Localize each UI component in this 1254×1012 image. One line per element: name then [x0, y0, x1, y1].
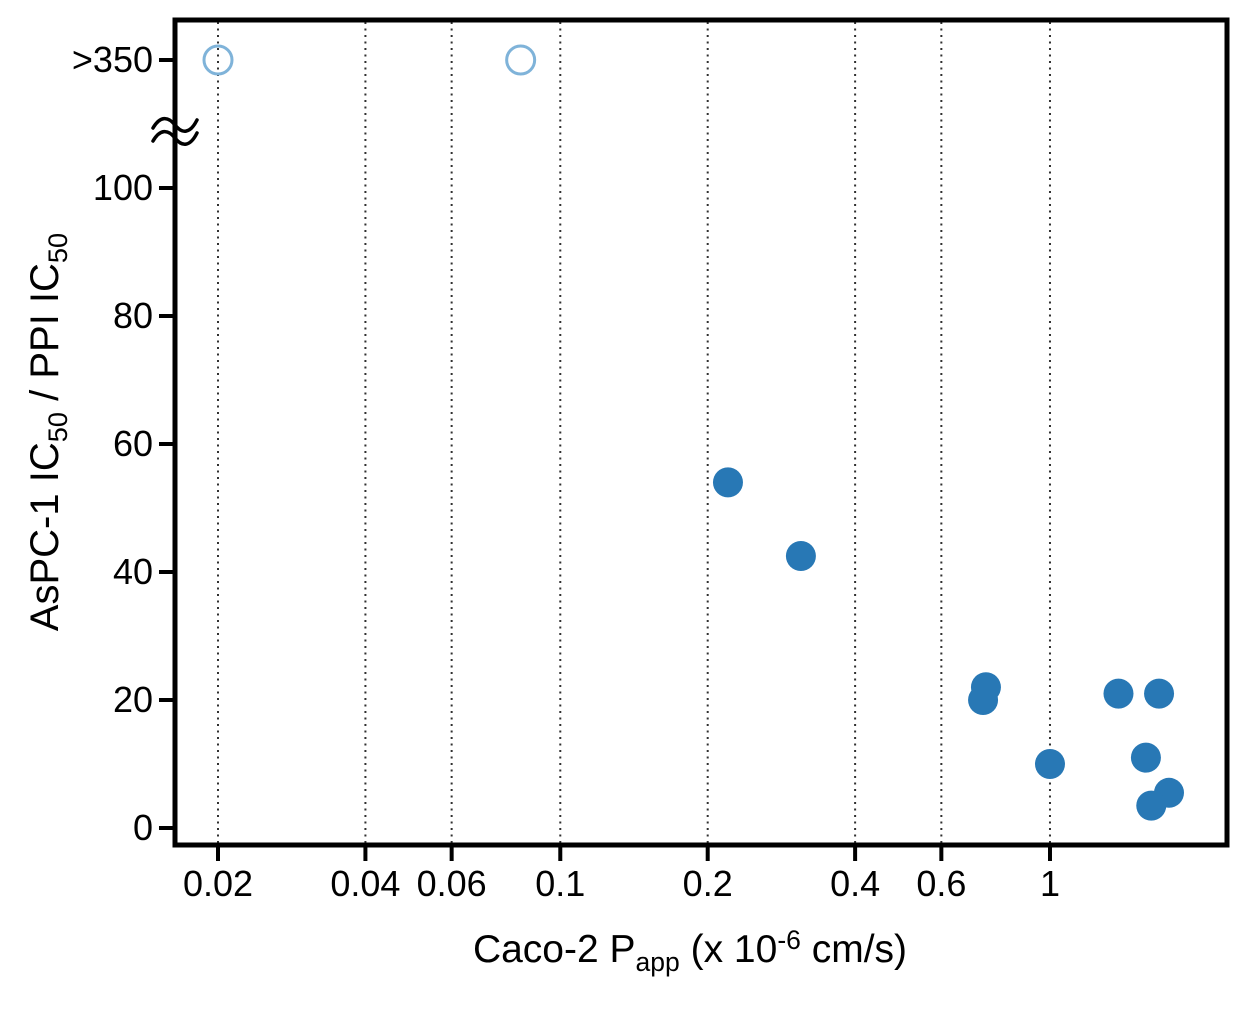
x-tick-label-0.6: 0.6: [916, 863, 966, 904]
y-tick-label-gt350: >350: [72, 39, 153, 80]
y-tick-label-100: 100: [93, 167, 153, 208]
data-point-filled: [785, 541, 816, 571]
x-axis-title-part: cm/s): [801, 928, 907, 971]
y-axis-break-icon-2: [151, 129, 199, 146]
data-point-filled: [1130, 742, 1161, 773]
data-point-filled: [1034, 749, 1065, 779]
data-point-filled: [970, 672, 1001, 703]
y-axis-title-part: 50: [42, 233, 73, 263]
data-point-open: [202, 44, 234, 76]
y-axis-title-part: / PPI IC: [23, 263, 67, 412]
x-tick-label-0.06: 0.06: [417, 863, 487, 904]
y-axis-title-part: 50: [42, 412, 73, 442]
x-axis-title-part: (x 10: [680, 928, 778, 971]
y-axis-title: AsPC-1 IC50 / PPI IC50: [23, 233, 73, 631]
y-tick-label-0: 0: [133, 807, 153, 848]
y-tick-label-20: 20: [113, 679, 153, 720]
x-tick-label-0.1: 0.1: [535, 863, 585, 904]
data-point-filled: [712, 467, 743, 498]
x-axis-title: Caco-2 Papp (x 10-6 cm/s): [473, 925, 907, 977]
y-tick-label-40: 40: [113, 551, 153, 592]
y-tick-label-60: 60: [113, 423, 153, 464]
x-axis-title-part: -6: [777, 925, 801, 955]
x-tick-label-0.2: 0.2: [683, 863, 733, 904]
y-tick-label-80: 80: [113, 295, 153, 336]
plot-border: [172, 17, 1230, 848]
data-point-filled: [1103, 678, 1134, 709]
data-point-filled: [1136, 790, 1167, 821]
x-tick-label-1: 1: [1040, 863, 1060, 904]
data-point-open: [505, 44, 537, 76]
data-point-filled: [1144, 678, 1175, 709]
y-axis-title-part: AsPC-1 IC: [23, 442, 67, 631]
x-axis-title-part: Caco-2 P: [473, 928, 636, 971]
x-tick-label-0.4: 0.4: [830, 863, 880, 904]
x-axis-title-part: app: [636, 947, 680, 977]
x-tick-label-0.04: 0.04: [330, 863, 400, 904]
x-tick-label-0.02: 0.02: [183, 863, 253, 904]
y-axis-break-icon-1: [151, 116, 199, 133]
